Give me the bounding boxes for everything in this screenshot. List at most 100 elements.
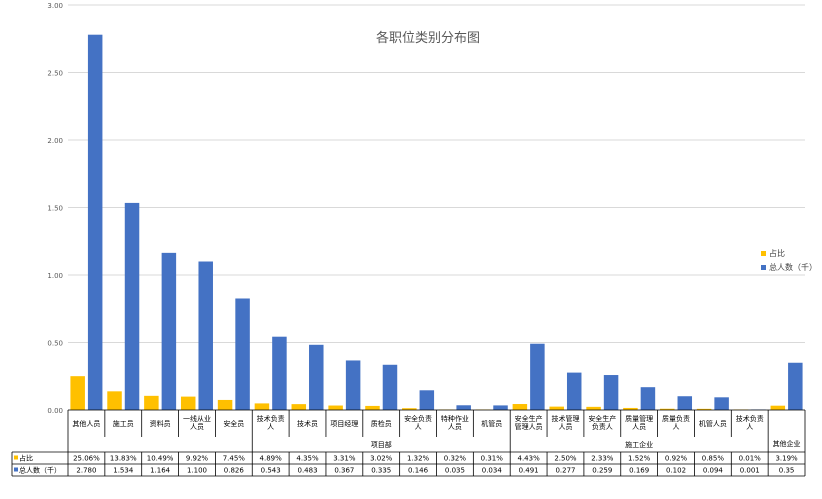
table-cell-value: 0.35 — [779, 467, 795, 475]
table-cell-value: 3.31% — [333, 455, 356, 463]
table-cell-value: 0.367 — [334, 467, 354, 475]
series-row-label: 占比 — [19, 454, 33, 463]
table-cell-value: 1.52% — [628, 455, 651, 463]
y-tick-label: 1.50 — [47, 205, 63, 213]
category-label: 管理人员 — [515, 422, 543, 431]
category-label: 机管员 — [481, 419, 502, 428]
bar-share — [107, 391, 122, 410]
table-cell-value: 2.780 — [76, 467, 96, 475]
bar-total — [419, 390, 435, 410]
bar-total — [566, 372, 582, 410]
category-label: 人员 — [190, 423, 204, 431]
table-cell-value: 9.92% — [186, 455, 209, 463]
category-label: 技术员 — [297, 419, 318, 428]
table-cell-value: 0.001 — [740, 467, 760, 475]
table-cell-value: 4.35% — [296, 455, 319, 463]
bar-total — [788, 362, 803, 410]
table-cell-value: 1.32% — [407, 455, 430, 463]
series-key-total — [14, 467, 18, 472]
bar-total — [235, 298, 250, 410]
bar-total — [493, 405, 508, 410]
y-tick-label: 3.00 — [47, 2, 63, 10]
table-cell-value: 4.89% — [260, 455, 283, 463]
category-label: 质量负责 — [662, 414, 690, 423]
bar-share — [586, 406, 601, 410]
bar-total — [603, 375, 619, 410]
table-cell-value: 1.164 — [150, 467, 171, 475]
table-cell-value: 0.094 — [703, 467, 724, 475]
table-cell-value: 0.31% — [481, 455, 504, 463]
table-cell-value: 3.19% — [775, 455, 798, 463]
bar-share — [549, 406, 564, 410]
table-cell-value: 0.826 — [224, 467, 245, 475]
table-cell-value: 1.534 — [113, 467, 134, 475]
table-cell-value: 2.50% — [554, 455, 577, 463]
table-cell-value: 0.169 — [629, 467, 649, 475]
bar-share — [696, 408, 712, 410]
y-tick-label: 0.50 — [47, 340, 63, 348]
group-label: 施工企业 — [625, 440, 653, 449]
bar-total — [456, 405, 471, 410]
category-label: 质检员 — [371, 419, 392, 428]
table-cell-value: 0.85% — [702, 455, 725, 463]
table-cell-value: 1.100 — [187, 467, 207, 475]
y-tick-label: 2.50 — [47, 70, 63, 78]
bar-share — [623, 407, 638, 410]
category-label: 安全生产 — [588, 414, 616, 423]
category-label: 人员 — [448, 423, 462, 431]
bar-share — [180, 396, 196, 410]
category-label: 一线从业 — [183, 414, 211, 423]
table-cell-value: 0.32% — [444, 455, 467, 463]
series-key-share — [14, 455, 18, 460]
bar-total — [124, 202, 140, 410]
table-cell-value: 0.483 — [298, 467, 318, 475]
table-cell-value: 0.034 — [482, 467, 503, 475]
bar-share — [217, 399, 233, 410]
table-cell-value: 0.92% — [665, 455, 688, 463]
bar-total — [198, 261, 213, 410]
table-cell-value: 0.146 — [408, 467, 429, 475]
bar-share — [512, 404, 528, 410]
gridlines — [68, 4, 805, 411]
y-axis: 0.00 0.50 1.00 1.50 2.00 2.50 3.00 — [47, 2, 63, 415]
category-label: 安全负责 — [404, 414, 432, 423]
table-cell-value: 0.01% — [739, 455, 762, 463]
legend: 占比 总人数（千） — [761, 248, 817, 272]
bar-share — [770, 405, 786, 410]
table-cell-value: 0.335 — [371, 467, 391, 475]
table-cell-value: 0.259 — [592, 467, 612, 475]
table-cell-value: 0.102 — [666, 467, 686, 475]
bar-total — [382, 364, 398, 410]
y-tick-label: 1.00 — [47, 272, 63, 280]
category-label: 安全生产 — [515, 414, 543, 423]
group-label: 其他企业 — [773, 439, 801, 448]
bar-total — [309, 344, 324, 410]
bar-total — [272, 336, 287, 410]
bar-share — [254, 403, 270, 410]
category-label: 负责人 — [592, 422, 613, 431]
bar-total — [714, 397, 729, 410]
table-cell-value: 0.491 — [519, 467, 539, 475]
table-cell-value: 3.02% — [370, 455, 393, 463]
category-label: 施工员 — [113, 419, 134, 428]
category-label: 资料员 — [150, 419, 171, 428]
bar-total — [161, 252, 177, 410]
bar-share — [291, 404, 307, 410]
group-label: 项目部 — [371, 440, 392, 449]
chart-title: 各职位类别分布图 — [376, 30, 480, 46]
category-label: 特种作业 — [441, 414, 469, 423]
bar-total — [640, 387, 656, 410]
table-cell-value: 2.33% — [591, 455, 614, 463]
category-label: 质量管理 — [625, 414, 653, 423]
bar-total — [677, 396, 693, 410]
bar-share — [328, 405, 343, 410]
y-tick-label: 0.00 — [47, 407, 63, 415]
category-label: 人员 — [558, 423, 572, 431]
category-label: 人 — [673, 423, 680, 431]
table-cell-value: 10.49% — [147, 455, 174, 463]
table-cell-value: 25.06% — [73, 455, 100, 463]
bars — [70, 34, 803, 410]
table-cell-value: 0.277 — [555, 467, 575, 475]
bar-share — [365, 405, 380, 410]
